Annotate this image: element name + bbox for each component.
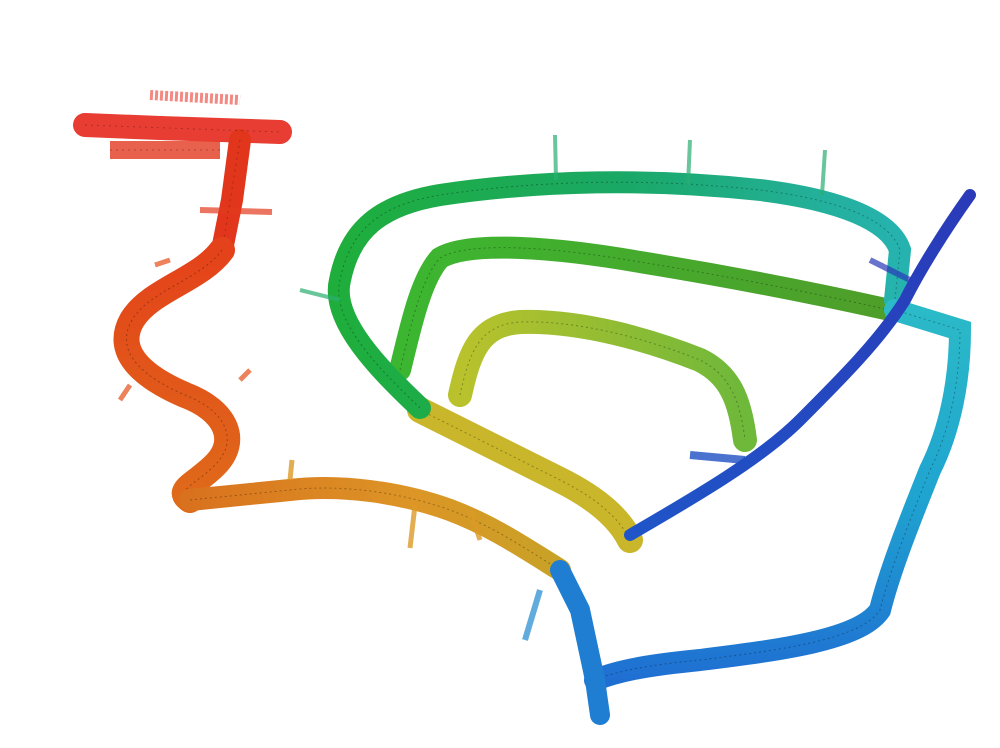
- middle-loop: [389, 236, 901, 381]
- diagonal-return: [624, 189, 976, 541]
- outer-loop: [299, 134, 912, 419]
- inner-loop: [407, 309, 757, 553]
- right-loop: [522, 299, 972, 725]
- lower-left-corridor: [179, 459, 571, 581]
- start-corridor: [73, 90, 292, 261]
- serpentine: [113, 237, 252, 513]
